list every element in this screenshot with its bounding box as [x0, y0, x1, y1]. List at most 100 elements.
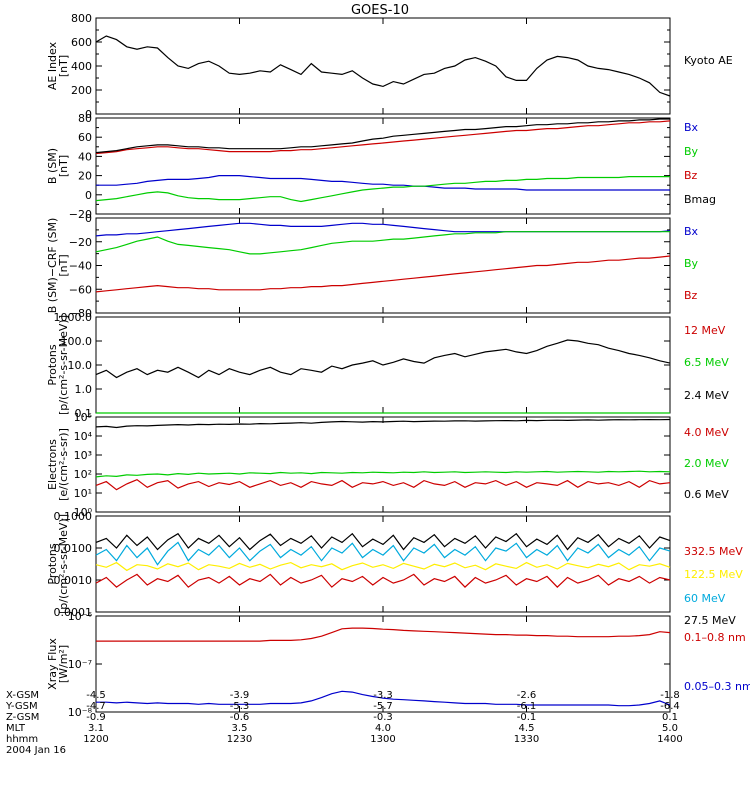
x-row-value: 3.5	[232, 723, 248, 734]
y-axis-label: [p/(cm²-s-sr-MeV)]	[57, 514, 70, 614]
y-tick-label: 10⁵	[74, 411, 92, 424]
y-tick-label: 1000.0	[54, 311, 93, 324]
series-line	[95, 120, 671, 155]
x-row-label: MLT	[6, 723, 26, 734]
series-line	[96, 627, 671, 642]
x-row-value: 5.0	[662, 723, 678, 734]
x-row-label: Y-GSM	[5, 701, 38, 712]
series-line	[95, 470, 671, 478]
y-tick-label: 60	[78, 131, 92, 144]
x-row-value: 0.1	[662, 712, 678, 723]
y-tick-label: −20	[69, 236, 92, 249]
series-label: By	[684, 145, 699, 158]
series-line	[95, 418, 671, 429]
series-line	[95, 479, 671, 491]
panel-frame	[95, 17, 671, 115]
x-row-value: -0.6	[230, 712, 250, 723]
panel-frame	[95, 515, 671, 613]
panel-frame	[95, 117, 671, 215]
x-row-value: -4.7	[86, 701, 106, 712]
series-label: 60 MeV	[684, 592, 726, 605]
y-tick-label: 40	[78, 150, 92, 163]
y-tick-label: 10²	[74, 468, 92, 481]
y-axis-label: B (SM)−CRF (SM)	[46, 218, 59, 314]
x-row-value: -0.3	[373, 712, 393, 723]
series-line	[95, 222, 671, 237]
y-tick-label: 10⁻⁸	[68, 706, 93, 719]
y-tick-label: 400	[71, 60, 92, 73]
y-tick-label: 20	[78, 170, 92, 183]
x-row-value: -4.5	[86, 690, 106, 701]
y-tick-label: −20	[69, 208, 92, 221]
series-label: 6.5 MeV	[684, 356, 729, 369]
x-row-value: 1400	[657, 734, 682, 745]
y-tick-label: 0.1000	[54, 510, 93, 523]
x-row-label: hhmm	[6, 734, 38, 745]
chart-panel-5: 10⁰ 10¹ 10² 10³ 10⁴ 10⁵ Electrons[e/(cm²-s-sr)…	[46, 411, 729, 519]
y-tick-label: 10⁻⁷	[68, 658, 92, 671]
x-row-value: 4.5	[519, 723, 535, 734]
y-tick-label: 0.0100	[54, 542, 93, 555]
y-tick-label: 0	[85, 212, 92, 225]
y-tick-label: 600	[71, 36, 92, 49]
y-tick-label: 0.0010	[54, 574, 93, 587]
x-row-value: -5.3	[230, 701, 250, 712]
series-label: By	[684, 257, 699, 270]
series-line	[95, 176, 670, 203]
chart-panel-4: 0.1 1.0 10.0 100.0 1000.0 Protons[p/(cm²-s-sr…	[46, 311, 729, 420]
series-label: 27.5 MeV	[684, 614, 736, 627]
x-row-value: 1330	[514, 734, 539, 745]
chart-panel-1: 0 200 400 600 800 AE Index[nT] Kyoto AE	[46, 12, 733, 121]
series-line	[95, 118, 670, 154]
series-line	[95, 231, 670, 255]
date-label: 2004 Jan 16	[6, 745, 66, 756]
series-label: 0.6 MeV	[684, 488, 729, 501]
y-tick-label: 1.0	[75, 383, 93, 396]
x-row-value: 4.0	[375, 723, 391, 734]
y-tick-label: −60	[69, 283, 92, 296]
y-axis-label: [nT]	[57, 55, 70, 77]
plot-title: GOES-10	[351, 3, 409, 18]
series-label: 2.0 MeV	[684, 457, 729, 470]
y-axis-label: [W/m²]	[57, 645, 70, 683]
series-label: 0.1–0.8 nm	[684, 631, 746, 644]
y-axis-label: Electrons	[46, 439, 59, 490]
y-axis-label: Xray Flux	[46, 638, 59, 690]
series-label: 12 MeV	[684, 324, 726, 337]
series-label: Bx	[684, 121, 699, 134]
y-tick-label: 10³	[74, 449, 92, 462]
x-row-value: -0.9	[86, 712, 106, 723]
y-axis-label: [p/(cm²-s-sr-MeV)]	[57, 315, 70, 415]
series-line	[95, 532, 671, 551]
y-tick-label: 800	[71, 12, 92, 25]
y-tick-label: 10⁰	[74, 506, 93, 519]
x-row-label: X-GSM	[6, 690, 39, 701]
y-tick-label: 80	[78, 112, 92, 125]
x-row-value: 3.1	[88, 723, 104, 734]
series-label: 2.4 MeV	[684, 389, 729, 402]
y-axis-label: Protons	[46, 344, 59, 385]
y-tick-label: −40	[69, 260, 92, 273]
series-line	[95, 35, 671, 97]
series-line	[95, 339, 671, 379]
y-tick-label: 0.0001	[54, 606, 93, 619]
y-tick-label: 100.0	[61, 335, 93, 348]
x-row-value: -6.1	[517, 701, 537, 712]
y-tick-label: 0	[85, 108, 92, 121]
chart-panel-6: 0.0001 0.0010 0.0100 0.1000 Protons[p/(cm²-s…	[46, 510, 743, 627]
x-row-value: -2.6	[517, 690, 537, 701]
x-row-value: -5.7	[373, 701, 393, 712]
y-tick-label: 10¹	[74, 487, 92, 500]
series-label: Bx	[684, 225, 699, 238]
series-label: Bmag	[684, 193, 716, 206]
series-line	[95, 561, 671, 572]
y-axis-label: [e/(cm²-s-sr)]	[57, 428, 70, 501]
x-row-value: -3.3	[373, 690, 393, 701]
x-row-label: Z-GSM	[6, 712, 39, 723]
y-axis-label: B (SM)	[46, 148, 59, 184]
series-line	[95, 541, 671, 566]
x-row-value: -3.9	[230, 690, 250, 701]
x-row-value: 1300	[370, 734, 395, 745]
